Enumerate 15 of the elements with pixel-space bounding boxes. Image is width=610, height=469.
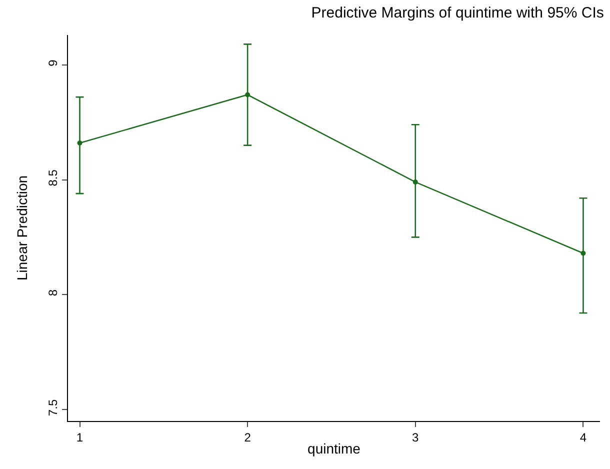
point <box>77 140 82 146</box>
x-tick-label: 2 <box>244 430 252 444</box>
x-tick-label: 4 <box>580 430 587 444</box>
y-tick-label: 8.5 <box>46 169 60 186</box>
y-tick-label: 8 <box>46 289 60 296</box>
point <box>245 92 250 98</box>
y-tick-label: 9 <box>46 59 60 66</box>
point <box>412 180 418 185</box>
point <box>580 250 586 256</box>
y-axis-title: Linear Prediction <box>14 175 30 281</box>
y-tick-label: 7.5 <box>46 399 60 416</box>
x-tick-label: 3 <box>412 430 420 444</box>
x-axis-title: quintime <box>308 440 361 457</box>
x-tick-label: 1 <box>76 430 84 444</box>
chart-title: Predictive Margins of quintime with 95% CIs <box>311 4 604 22</box>
